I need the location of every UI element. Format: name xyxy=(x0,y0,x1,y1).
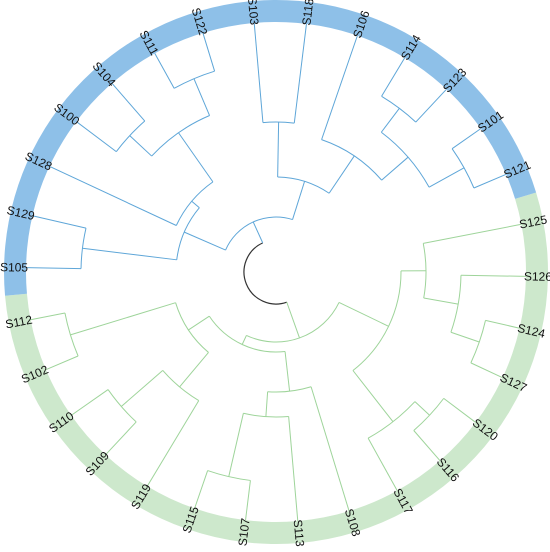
branch-edge-60 xyxy=(130,136,152,156)
branch-edge-77 xyxy=(382,157,408,180)
branch-edge-53 xyxy=(26,268,81,269)
branch-edge-3 xyxy=(339,302,389,326)
branch-edge-14 xyxy=(471,363,503,378)
branch-layer xyxy=(26,23,526,521)
branch-edge-27 xyxy=(266,392,268,417)
branch-edge-36 xyxy=(180,352,209,386)
branch-edge-11 xyxy=(451,332,479,342)
branch-edge-26 xyxy=(311,387,349,511)
branch-edge-7 xyxy=(423,224,521,243)
branch-edge-15 xyxy=(353,371,393,422)
branch-edge-81 xyxy=(382,58,405,97)
branch-edge-43 xyxy=(70,303,175,335)
branch-arc-23 xyxy=(209,316,285,352)
branch-edge-1 xyxy=(287,302,300,338)
branch-edge-74 xyxy=(329,156,354,193)
branch-edge-17 xyxy=(415,402,430,416)
branch-edge-38 xyxy=(147,401,199,487)
branch-edge-20 xyxy=(414,430,440,460)
branch-edge-76 xyxy=(322,36,358,140)
branch-edge-70 xyxy=(278,122,279,177)
branch-edge-82 xyxy=(416,89,447,122)
branch-edge-22 xyxy=(242,335,246,344)
branch-edge-66 xyxy=(155,53,174,88)
branch-edge-41 xyxy=(106,422,137,455)
branch-edge-83 xyxy=(429,168,464,187)
branch-edge-19 xyxy=(444,398,476,422)
branch-edge-30 xyxy=(229,413,244,476)
branch-edge-42 xyxy=(71,390,108,416)
branch-edge-39 xyxy=(121,370,163,406)
branch-edge-57 xyxy=(49,166,176,225)
branch-edge-73 xyxy=(294,24,306,123)
branch-edge-55 xyxy=(192,201,200,207)
branch-edge-21 xyxy=(368,438,397,490)
leaf-label-s126: S126 xyxy=(524,269,550,283)
branch-edge-24 xyxy=(285,351,290,391)
branch-edge-10 xyxy=(461,275,526,276)
branch-edge-49 xyxy=(184,232,225,250)
branch-arc-2 xyxy=(246,302,339,342)
leaf-label-s103: S103 xyxy=(245,0,261,26)
branch-edge-79 xyxy=(381,108,399,132)
branch-edge-86 xyxy=(474,174,506,188)
branch-edge-33 xyxy=(195,471,208,509)
branch-edge-62 xyxy=(76,122,116,152)
cluster-band-layer xyxy=(4,0,548,544)
cluster-band-blue xyxy=(4,0,536,296)
branch-edge-13 xyxy=(485,320,519,328)
cluster-band-green xyxy=(5,192,548,544)
branch-edge-85 xyxy=(452,129,481,149)
branch-edge-68 xyxy=(293,181,305,219)
branch-arc-0 xyxy=(244,243,287,304)
branch-edge-54 xyxy=(32,216,86,228)
branch-edge-64 xyxy=(194,79,210,116)
leaf-label-s113: S113 xyxy=(291,519,307,547)
branch-edge-58 xyxy=(178,133,212,182)
branch-edge-72 xyxy=(254,23,263,123)
branch-edge-32 xyxy=(246,480,251,520)
branch-edge-29 xyxy=(289,416,298,521)
branch-edge-34 xyxy=(188,316,209,330)
branch-edge-63 xyxy=(112,83,145,121)
branch-edge-47 xyxy=(253,222,263,243)
branch-edge-46 xyxy=(31,313,65,320)
leaf-label-s105: S105 xyxy=(0,260,28,274)
branch-edge-67 xyxy=(203,33,215,71)
branch-edge-8 xyxy=(424,298,458,304)
branch-edge-45 xyxy=(46,356,78,370)
branch-edge-51 xyxy=(82,248,176,260)
